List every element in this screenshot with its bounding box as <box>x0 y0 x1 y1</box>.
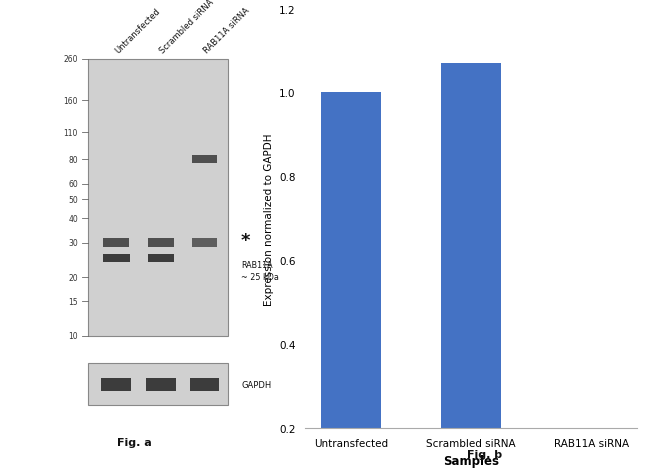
Text: Scrambled siRNA: Scrambled siRNA <box>159 0 216 56</box>
Bar <box>103 239 129 247</box>
Text: Fig. b: Fig. b <box>467 449 502 459</box>
Bar <box>441 64 501 476</box>
Text: 50: 50 <box>68 195 78 204</box>
Y-axis label: Expression normalized to GAPDH: Expression normalized to GAPDH <box>264 133 274 305</box>
Text: Untransfected: Untransfected <box>114 7 162 56</box>
Text: 15: 15 <box>68 298 78 307</box>
Bar <box>148 239 174 247</box>
Text: 110: 110 <box>64 129 78 137</box>
Bar <box>192 156 217 164</box>
Text: 40: 40 <box>68 214 78 223</box>
Text: GAPDH: GAPDH <box>241 380 271 389</box>
Bar <box>88 364 228 406</box>
Text: 60: 60 <box>68 180 78 188</box>
X-axis label: Samples: Samples <box>443 454 499 466</box>
Bar <box>88 60 228 336</box>
Text: 30: 30 <box>68 238 78 248</box>
Text: 160: 160 <box>64 97 78 106</box>
Text: RAB11A
~ 25 kDa: RAB11A ~ 25 kDa <box>241 260 279 281</box>
Text: 20: 20 <box>68 273 78 282</box>
Text: Fig. a: Fig. a <box>116 437 151 447</box>
Text: 10: 10 <box>68 332 78 341</box>
Bar <box>320 93 381 476</box>
Text: *: * <box>241 232 251 250</box>
Bar <box>192 239 217 247</box>
Bar <box>103 255 129 262</box>
Text: RAB11A siRNA: RAB11A siRNA <box>202 6 252 56</box>
Bar <box>101 378 131 391</box>
Bar <box>190 378 219 391</box>
Text: 80: 80 <box>68 155 78 164</box>
Text: 260: 260 <box>64 55 78 64</box>
Bar <box>148 255 174 262</box>
Bar <box>146 378 176 391</box>
